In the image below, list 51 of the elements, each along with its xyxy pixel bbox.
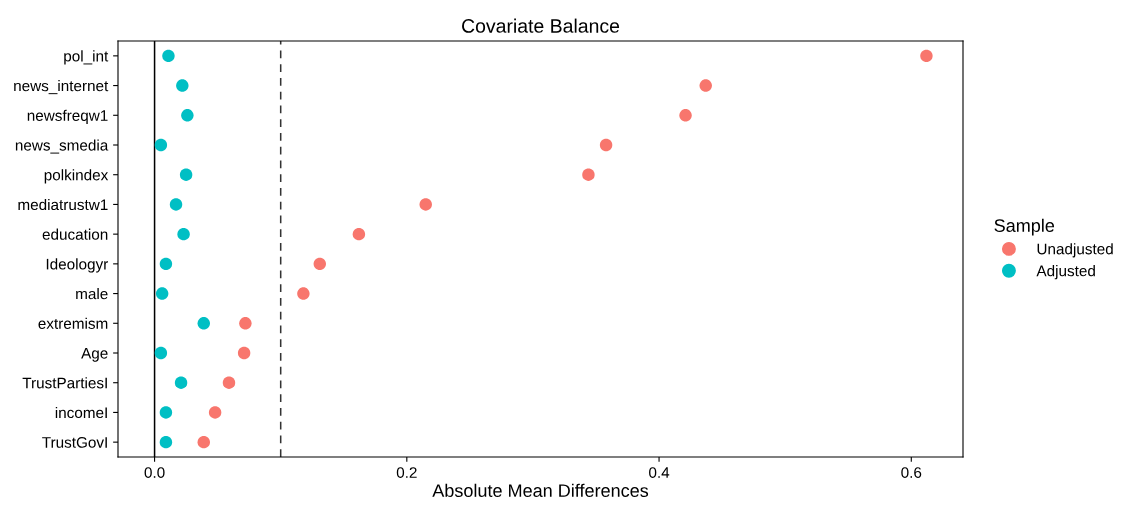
point	[197, 317, 210, 330]
y-tick-label: TrustGovI	[42, 437, 107, 448]
point	[237, 346, 251, 360]
y-tick-label: polkindex	[44, 169, 109, 184]
y-tick-label: extremism	[38, 317, 108, 329]
point	[154, 346, 168, 360]
point	[174, 376, 188, 389]
point	[159, 257, 173, 271]
point	[179, 168, 193, 181]
point	[176, 79, 189, 92]
y-tick-label: education	[42, 228, 108, 240]
y-tick-label: pol_int	[64, 50, 109, 65]
point	[155, 287, 169, 300]
point	[920, 49, 933, 63]
y-tick-label: TrustPartiesI	[22, 377, 107, 389]
y-tick-label: newsfreqw1	[27, 109, 108, 124]
x-tick-label: 0.4	[649, 467, 670, 478]
point	[159, 435, 173, 449]
point	[679, 109, 692, 122]
x-tick-label: 0.2	[396, 467, 417, 478]
point	[169, 198, 183, 211]
y-tick-label: mediatrustw1	[18, 198, 108, 211]
x-tick-label: 0.0	[144, 467, 165, 478]
point	[582, 168, 595, 181]
legend-label: Adjusted	[1036, 265, 1095, 280]
point	[154, 138, 168, 152]
chart-title: Covariate Balance	[462, 18, 620, 33]
point	[239, 317, 252, 330]
point	[181, 109, 194, 122]
point	[208, 406, 222, 419]
y-tick-label: incomeI	[55, 406, 107, 419]
point	[222, 376, 236, 389]
point	[197, 435, 210, 449]
point	[419, 198, 432, 211]
y-tick-label: Ideologyr	[46, 258, 109, 273]
legend-title: Sample	[994, 218, 1055, 236]
point	[159, 406, 173, 419]
point	[599, 138, 613, 152]
x-axis-title: Absolute Mean Differences	[432, 483, 649, 497]
x-tick-label: 0.6	[901, 467, 922, 478]
y-tick-label: Age	[81, 348, 108, 362]
y-tick-label: male	[76, 288, 108, 300]
point	[699, 79, 712, 92]
point	[177, 227, 190, 241]
y-tick-label: news_internet	[14, 80, 109, 95]
legend-label: Unadjusted	[1037, 243, 1113, 258]
point	[352, 227, 366, 241]
y-tick-label: news_smedia	[15, 139, 109, 154]
point	[313, 257, 326, 271]
point	[162, 49, 175, 63]
point	[297, 287, 310, 300]
